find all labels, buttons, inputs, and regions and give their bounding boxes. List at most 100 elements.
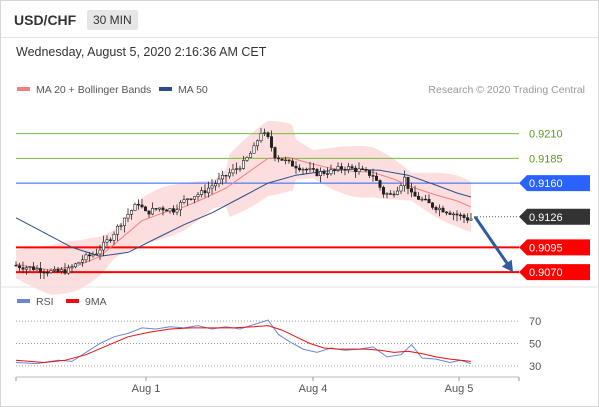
- candle-body: [276, 157, 280, 160]
- candle-body: [224, 174, 228, 177]
- legend-swatch-ma50: [159, 87, 172, 91]
- level-label-0.9160: 0.9160: [529, 178, 563, 190]
- level-tag-0.9095: [519, 239, 590, 256]
- level-labels: 0.9210 0.9185 0.9160 0.9095 0.9070 0.9126: [519, 129, 590, 281]
- candle-body: [98, 249, 102, 255]
- candle-body: [52, 268, 56, 271]
- candle-body: [193, 196, 197, 200]
- candle-body: [91, 254, 95, 257]
- rsi-tick-70: 70: [529, 316, 541, 328]
- candle-body: [357, 168, 361, 172]
- level-label-0.9070: 0.9070: [529, 267, 563, 279]
- candle-body: [102, 241, 106, 251]
- rsi-tick-30: 30: [529, 361, 541, 373]
- candle-body: [374, 175, 378, 181]
- candle-body: [77, 262, 81, 265]
- chart-header: USD/CHF 30 MIN: [1, 1, 598, 38]
- candle-body: [130, 210, 134, 215]
- candle-body: [249, 152, 253, 158]
- main-legend: MA 20 + Bollinger Bands MA 50 Research ©…: [17, 84, 585, 96]
- candle-body: [350, 166, 354, 169]
- candle-body: [444, 211, 448, 214]
- rsi-series-9ma: [15, 325, 472, 364]
- candle-body: [262, 132, 266, 134]
- candle-body: [409, 188, 413, 193]
- candle-body: [67, 267, 71, 274]
- candle-body: [280, 158, 284, 161]
- candle-body: [207, 187, 211, 194]
- candle-body: [318, 171, 322, 176]
- candle-body: [287, 159, 291, 162]
- level-tag-0.9070: [519, 264, 590, 281]
- candle-body: [378, 180, 382, 188]
- instrument-symbol: USD/CHF: [14, 12, 77, 28]
- candle-body: [304, 168, 308, 171]
- forecast-arrow: [473, 215, 513, 273]
- candle-body: [158, 207, 162, 210]
- candle-body: [427, 198, 431, 204]
- level-label-0.9095: 0.9095: [529, 242, 563, 254]
- candle-body: [434, 207, 438, 211]
- timestamp: Wednesday, August 5, 2020 2:16:36 AM CET: [16, 45, 267, 59]
- candle-body: [252, 145, 256, 154]
- candle-body: [420, 198, 424, 201]
- candle-body: [189, 198, 193, 200]
- candle-body: [322, 171, 326, 174]
- legend-label-ma20: MA 20 + Bollinger Bands: [36, 84, 151, 96]
- bollinger-bands: [16, 120, 471, 295]
- candle-body: [231, 168, 235, 174]
- candle-body: [123, 217, 127, 226]
- candle-body: [161, 207, 165, 211]
- candle-body: [308, 168, 312, 170]
- candle-body: [388, 193, 392, 195]
- current-price-label: 0.9126: [529, 212, 563, 224]
- candle-body: [133, 203, 137, 211]
- candle-body: [200, 190, 204, 195]
- candle-body: [35, 268, 39, 271]
- candle-body: [74, 263, 78, 268]
- legend-swatch-9ma: [66, 299, 79, 303]
- candle-body: [469, 218, 473, 221]
- candle-body: [144, 206, 148, 212]
- candle-body: [140, 204, 144, 208]
- candle-body: [81, 259, 85, 263]
- candle-body: [165, 209, 169, 212]
- candle-body: [367, 170, 371, 176]
- candle-body: [269, 136, 273, 148]
- current-price-tag: [519, 208, 590, 225]
- candle-body: [332, 169, 336, 171]
- candle-body: [437, 207, 441, 211]
- timeframe-badge[interactable]: 30 MIN: [87, 10, 138, 30]
- level-tag-0.9160: [519, 175, 590, 192]
- candle-body: [119, 225, 123, 227]
- candle-body: [238, 168, 242, 170]
- candle-body: [325, 173, 329, 175]
- candle-body: [392, 193, 396, 196]
- candle-body: [371, 175, 375, 177]
- forecast-arrow-shaft: [473, 215, 511, 268]
- candle-body: [137, 203, 141, 206]
- candle-body: [63, 269, 67, 274]
- candle-body: [17, 265, 21, 269]
- candle-body: [360, 168, 364, 170]
- candle-body: [235, 168, 239, 170]
- candle-body: [381, 187, 385, 195]
- candle-body: [430, 202, 434, 208]
- candle-body: [301, 168, 305, 171]
- candle-body: [84, 254, 88, 261]
- candles: [14, 128, 473, 280]
- candle-body: [283, 159, 287, 162]
- candle-body: [228, 172, 232, 177]
- legend-swatch-ma20: [17, 87, 30, 91]
- x-axis: Aug 1 Aug 4 Aug 5: [15, 376, 520, 395]
- candle-body: [294, 165, 298, 169]
- rsi-tick-50: 50: [529, 339, 541, 351]
- candle-body: [455, 213, 459, 216]
- candle-body: [38, 268, 42, 273]
- candle-body: [112, 233, 116, 241]
- candle-body: [343, 168, 347, 171]
- candle-body: [21, 267, 25, 270]
- candle-body: [259, 132, 263, 142]
- candle-body: [214, 183, 218, 187]
- candle-body: [88, 254, 92, 257]
